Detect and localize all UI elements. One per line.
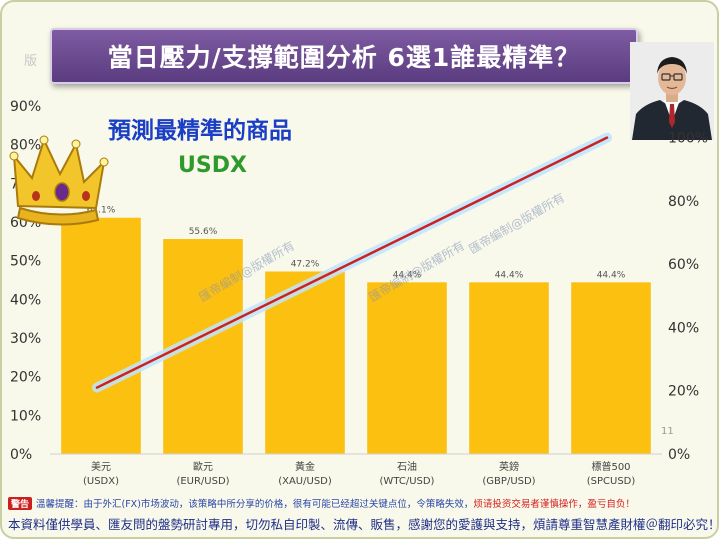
x-tick-label-4-sub: (GBP/USD) bbox=[482, 476, 535, 487]
copyright-footer: 本資料僅供學員、匯友問的盤勢研討專用，切勿私自印製、流傳、販售，感謝您的愛護與支… bbox=[8, 517, 714, 532]
x-tick-label-2: 黃金 bbox=[295, 460, 315, 473]
x-tick-label-3: 石油 bbox=[397, 460, 417, 473]
data-label-2: 47.2% bbox=[291, 259, 320, 269]
y-tick-label-3: 30% bbox=[10, 331, 41, 347]
x-tick-label-1: 歐元 bbox=[193, 460, 213, 473]
data-label-1: 55.6% bbox=[189, 227, 218, 237]
page-title: 當日壓力/支撐範圍分析 6選1誰最精準？ bbox=[107, 43, 581, 72]
x-tick-label-0: 美元 bbox=[91, 460, 111, 473]
y2-tick-label-2: 40% bbox=[668, 320, 699, 336]
y-tick-label-5: 50% bbox=[10, 254, 41, 270]
y2-tick-label-5: 100% bbox=[668, 131, 708, 147]
y-tick-label-1: 10% bbox=[10, 408, 41, 424]
y-tick-label-0: 0% bbox=[10, 447, 32, 463]
bar-0 bbox=[61, 217, 141, 454]
trend-line bbox=[95, 136, 609, 389]
bar-4 bbox=[469, 282, 549, 454]
x-tick-label-5: 標普500 bbox=[591, 460, 630, 473]
data-label-0: 61.1% bbox=[87, 206, 116, 216]
annotation-heading: 預測最精準的商品 bbox=[108, 117, 292, 144]
x-tick-label-5-sub: (SPCUSD) bbox=[587, 476, 636, 487]
y-tick-label-4: 40% bbox=[10, 292, 41, 308]
warning-text: 溫馨提醒：由于外汇(FX)市场波动，该策略中所分享的价格，很有可能已经超过关键点… bbox=[36, 499, 474, 510]
bar-chart: 61.1% 55.6% 47.2% 44.4% 44.4% 44.4% 美元 (USDX) 歐… bbox=[9, 99, 708, 487]
data-label-5: 44.4% bbox=[597, 270, 626, 280]
warning-badge: 警告 bbox=[8, 497, 33, 510]
title-bar: 當日壓力/支撐範圍分析 6選1誰最精準？ bbox=[50, 28, 638, 84]
x-tick-label-1-sub: (EUR/USD) bbox=[176, 476, 229, 487]
annotation-product: USDX bbox=[178, 153, 247, 178]
bar-5 bbox=[571, 282, 651, 454]
data-label-3: 44.4% bbox=[393, 270, 422, 280]
warning-text-emphasis: 烦请投资交易者谨慎操作，盈亏自负！ bbox=[473, 499, 635, 510]
y-tick-label-9: 90% bbox=[10, 99, 41, 115]
y2-tick-label-3: 60% bbox=[668, 257, 699, 273]
x-tick-label-3-sub: (WTC/USD) bbox=[380, 476, 435, 487]
y-tick-label-2: 20% bbox=[10, 370, 41, 386]
x-tick-label-0-sub: (USDX) bbox=[83, 476, 119, 487]
data-label-4: 44.4% bbox=[495, 270, 524, 280]
crown-icon bbox=[9, 135, 109, 226]
y2-tick-label-0: 0% bbox=[668, 447, 690, 463]
page-number: 11 bbox=[661, 426, 674, 437]
y2-tick-label-1: 20% bbox=[668, 384, 699, 400]
presenter-photo bbox=[630, 42, 714, 140]
x-tick-label-2-sub: (XAU/USD) bbox=[278, 476, 332, 487]
warning-notice: 警告 溫馨提醒：由于外汇(FX)市场波动，该策略中所分享的价格，很有可能已经超过关… bbox=[8, 496, 712, 512]
y2-tick-label-4: 80% bbox=[668, 194, 699, 210]
corner-watermark-left: 版 bbox=[24, 54, 38, 69]
x-tick-label-4: 英鎊 bbox=[499, 460, 519, 473]
y-tick-label-8: 80% bbox=[10, 138, 41, 154]
bar-3 bbox=[367, 282, 447, 454]
